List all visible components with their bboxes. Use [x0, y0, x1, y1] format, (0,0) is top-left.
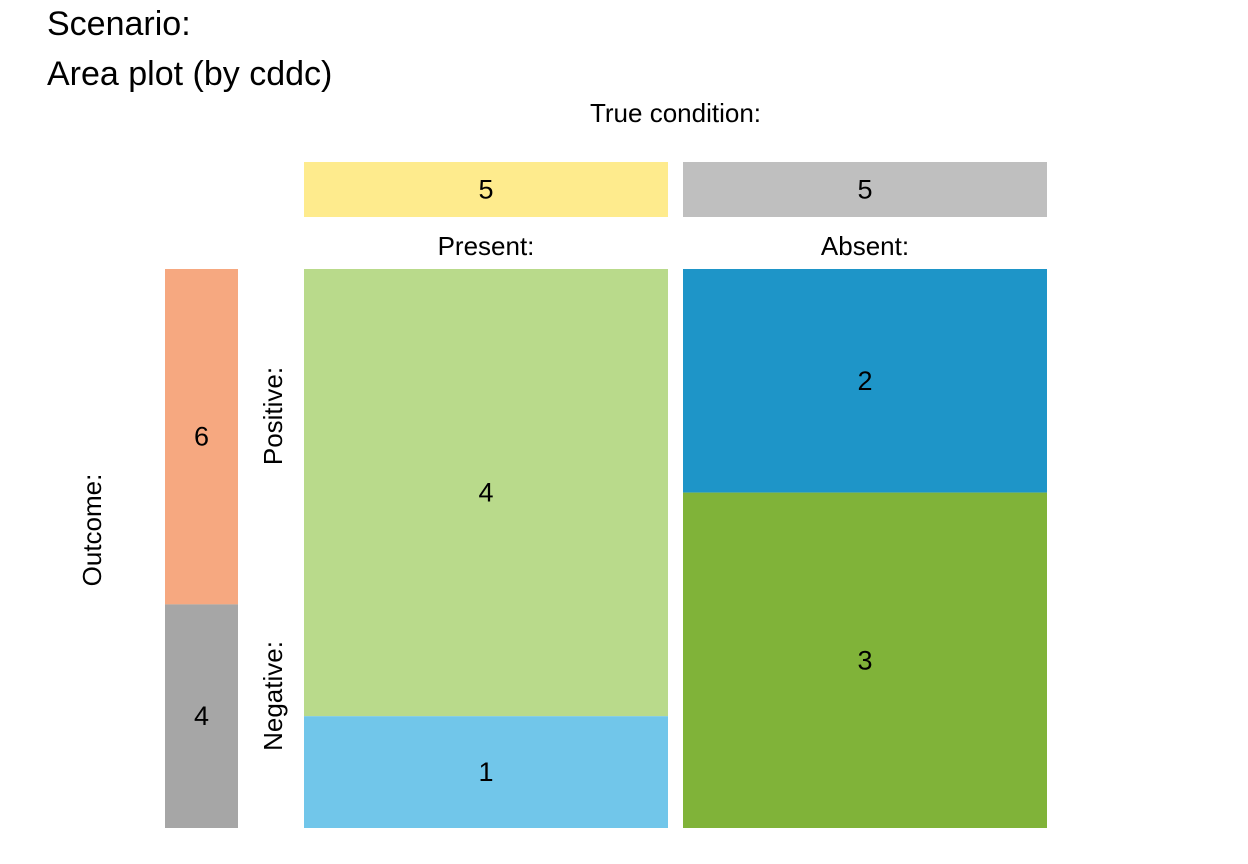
row-total-bar [165, 269, 238, 605]
row-label: Negative: [258, 641, 288, 751]
column-label: Present: [438, 231, 535, 261]
cell-value-label: 3 [857, 645, 872, 675]
column-total-bar [304, 162, 668, 217]
cell-fa [683, 269, 1047, 493]
outcome-label: Outcome: [77, 474, 107, 587]
column-label: Absent: [821, 231, 909, 261]
cell-cr [683, 492, 1047, 828]
row-label: Positive: [258, 367, 288, 465]
title-line-2: Area plot (by cddc) [47, 55, 333, 93]
true-condition-label: True condition: [590, 98, 761, 128]
title-line-1: Scenario: [47, 5, 191, 43]
column-total-label: 5 [478, 175, 493, 205]
row-total-label: 4 [194, 701, 209, 731]
row-total-bar [165, 604, 238, 828]
cell-mi [304, 716, 668, 828]
cell-hi [304, 269, 668, 717]
column-total-label: 5 [857, 175, 872, 205]
cell-value-label: 2 [857, 366, 872, 396]
cell-value-label: 4 [478, 478, 493, 508]
row-total-label: 6 [194, 422, 209, 452]
column-total-bar [683, 162, 1047, 217]
cell-value-label: 1 [478, 757, 493, 787]
